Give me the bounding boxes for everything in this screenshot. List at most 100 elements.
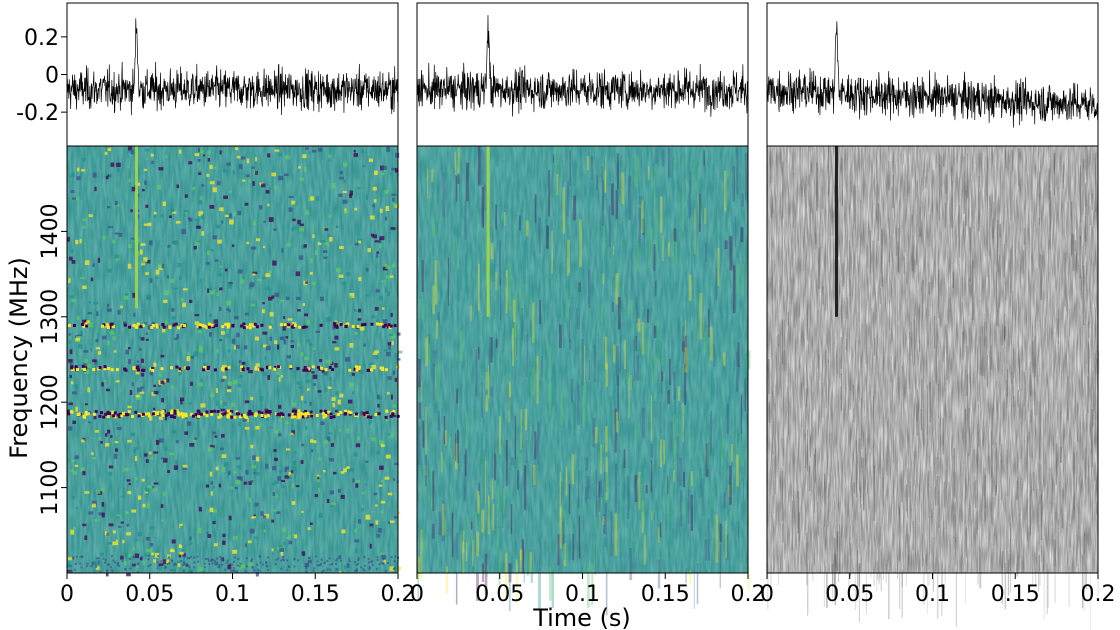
noise-pixel bbox=[199, 279, 202, 283]
noise-pixel bbox=[549, 345, 551, 388]
rfi-pixel bbox=[155, 323, 159, 327]
noise-streak bbox=[774, 464, 776, 479]
noise-pixel bbox=[730, 511, 733, 521]
rfi-pixel bbox=[81, 365, 85, 369]
noise-streak bbox=[985, 305, 987, 326]
band-edge-pixel bbox=[258, 569, 261, 572]
noise-streak bbox=[1028, 432, 1030, 444]
noise-pixel bbox=[280, 375, 283, 378]
noise-pixel bbox=[117, 167, 120, 172]
rfi-pixel bbox=[226, 409, 230, 413]
band-edge-pixel bbox=[175, 563, 178, 566]
noise-pixel bbox=[315, 196, 319, 201]
noise-pixel bbox=[122, 539, 125, 544]
band-edge-pixel bbox=[104, 558, 107, 561]
band-edge-pixel bbox=[221, 563, 224, 566]
noise-streak bbox=[832, 210, 834, 236]
noise-pixel bbox=[424, 464, 427, 476]
noise-streak bbox=[834, 537, 836, 598]
noise-pixel bbox=[68, 426, 73, 431]
x-tick-label: 0.05 bbox=[125, 582, 174, 607]
noise-pixel bbox=[276, 511, 281, 515]
noise-pixel bbox=[715, 483, 717, 497]
noise-streak bbox=[1040, 494, 1042, 540]
noise-streak bbox=[852, 485, 853, 539]
noise-pixel bbox=[238, 374, 243, 378]
rfi-pixel bbox=[385, 409, 389, 413]
noise-pixel bbox=[355, 479, 361, 483]
noise-pixel bbox=[107, 340, 110, 346]
noise-pixel bbox=[305, 281, 308, 284]
noise-pixel bbox=[74, 384, 79, 389]
noise-pixel bbox=[141, 478, 145, 482]
noise-pixel bbox=[82, 285, 87, 289]
noise-pixel bbox=[335, 568, 338, 571]
noise-streak bbox=[938, 476, 940, 528]
noise-pixel bbox=[615, 411, 619, 433]
noise-streak bbox=[1002, 303, 1004, 329]
noise-pixel bbox=[369, 543, 372, 549]
noise-pixel bbox=[125, 293, 129, 296]
noise-streak bbox=[1075, 254, 1077, 290]
noise-pixel bbox=[466, 162, 469, 202]
rfi-pixel bbox=[173, 409, 177, 413]
noise-pixel bbox=[576, 307, 578, 329]
noise-pixel bbox=[225, 333, 229, 338]
noise-pixel bbox=[390, 334, 396, 339]
noise-pixel bbox=[106, 532, 110, 537]
noise-streak bbox=[897, 325, 899, 381]
noise-streak bbox=[825, 511, 827, 534]
noise-streak bbox=[985, 536, 987, 555]
noise-streak bbox=[1018, 487, 1019, 546]
noise-streak bbox=[974, 340, 976, 377]
noise-streak bbox=[1034, 320, 1036, 352]
noise-streak bbox=[992, 218, 994, 239]
noise-pixel bbox=[248, 178, 251, 184]
noise-pixel bbox=[635, 536, 638, 552]
band-edge-pixel bbox=[166, 563, 169, 565]
noise-streak bbox=[771, 442, 772, 482]
noise-pixel bbox=[383, 168, 387, 172]
noise-streak bbox=[872, 445, 874, 473]
noise-streak bbox=[774, 455, 776, 495]
noise-streak bbox=[793, 301, 795, 328]
noise-streak bbox=[888, 217, 890, 262]
noise-pixel bbox=[80, 277, 85, 280]
rfi-pixel bbox=[131, 415, 134, 418]
noise-pixel bbox=[286, 355, 291, 359]
noise-streak bbox=[867, 414, 868, 442]
noise-pixel bbox=[198, 211, 204, 216]
noise-streak bbox=[860, 457, 863, 468]
rfi-pixel bbox=[266, 413, 270, 417]
rfi-pixel bbox=[283, 323, 287, 326]
noise-pixel bbox=[198, 382, 204, 387]
noise-streak bbox=[937, 465, 939, 495]
band-edge-pixel bbox=[164, 566, 167, 569]
noise-pixel bbox=[182, 302, 186, 308]
noise-streak bbox=[788, 301, 790, 315]
noise-pixel bbox=[510, 457, 514, 466]
noise-pixel bbox=[654, 167, 656, 213]
rfi-pixel bbox=[125, 413, 129, 417]
noise-pixel bbox=[167, 554, 171, 558]
noise-streak bbox=[1038, 554, 1040, 571]
noise-streak bbox=[772, 391, 774, 420]
noise-streak bbox=[913, 450, 915, 487]
rfi-pixel bbox=[164, 413, 168, 417]
x-tick-label: 0.05 bbox=[475, 582, 524, 607]
noise-pixel bbox=[621, 172, 625, 204]
noise-streak bbox=[863, 458, 865, 511]
noise-pixel bbox=[83, 350, 89, 353]
band-edge-pixel bbox=[394, 555, 397, 558]
noise-pixel bbox=[134, 447, 139, 450]
noise-streak bbox=[784, 491, 786, 509]
noise-streak bbox=[1090, 433, 1092, 475]
noise-pixel bbox=[240, 156, 246, 160]
noise-streak bbox=[1078, 440, 1081, 499]
noise-pixel bbox=[735, 351, 739, 392]
noise-streak bbox=[1023, 561, 1024, 572]
noise-streak bbox=[1010, 258, 1011, 315]
noise-pixel bbox=[252, 455, 256, 460]
band-edge-pixel bbox=[157, 555, 160, 557]
noise-pixel bbox=[212, 187, 217, 193]
